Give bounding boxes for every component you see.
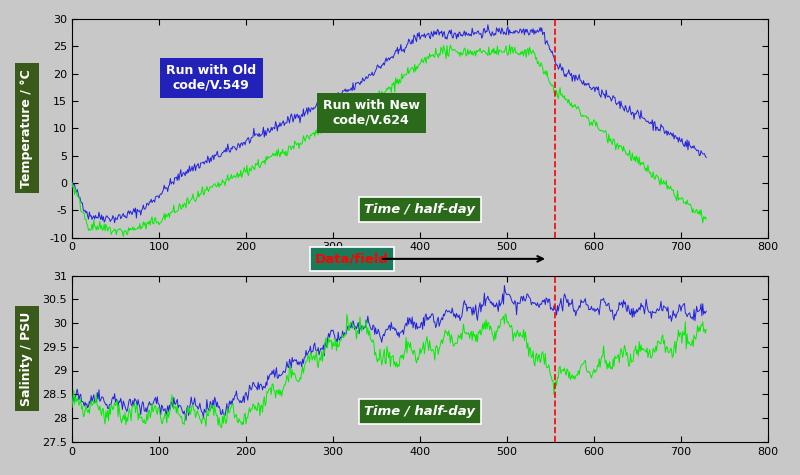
Text: Salinity / PSU: Salinity / PSU xyxy=(20,312,34,406)
Text: Time / half-day: Time / half-day xyxy=(365,405,475,418)
Text: Time / half-day: Time / half-day xyxy=(365,203,475,216)
Text: Data/field: Data/field xyxy=(315,252,389,266)
Text: Run with New
code/V.624: Run with New code/V.624 xyxy=(323,99,420,127)
Text: Temperature / °C: Temperature / °C xyxy=(20,69,34,188)
Text: Run with Old
code/V.549: Run with Old code/V.549 xyxy=(166,64,256,92)
